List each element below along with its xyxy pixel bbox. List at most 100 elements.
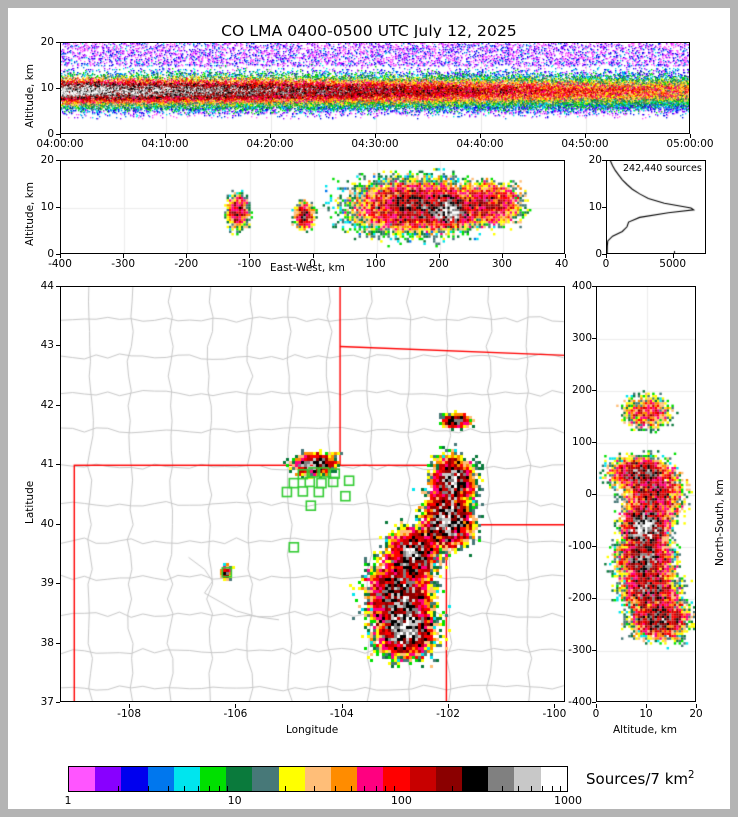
tick-mark — [592, 546, 596, 547]
tick-label: 40 — [40, 517, 54, 530]
tick-label: 300 — [491, 258, 512, 270]
tick-label: 0 — [309, 258, 316, 270]
colorbar-minor-tick — [542, 786, 544, 791]
colorbar-label-exponent: 2 — [688, 770, 695, 781]
tick-label: 20 — [689, 708, 703, 720]
colorbar-swatch — [357, 767, 384, 791]
tick-label: 04:40:00 — [456, 138, 504, 150]
north-south-axes — [596, 286, 696, 702]
tick-mark — [592, 494, 596, 495]
tick-label: 41 — [40, 458, 54, 471]
tick-label: 04:50:00 — [561, 138, 609, 150]
colorbar-swatch — [147, 767, 174, 791]
colorbar-tick-label: 1 — [64, 794, 72, 807]
tick-label: 0 — [585, 488, 592, 500]
tick-label: 200 — [428, 258, 449, 270]
tick-mark — [165, 134, 166, 138]
tick-mark — [186, 254, 188, 258]
tick-label: 0 — [592, 708, 600, 720]
colorbar-tick-label: 10 — [227, 794, 242, 807]
colorbar-swatch — [488, 767, 515, 791]
tick-mark — [596, 704, 597, 708]
tick-mark — [129, 704, 131, 708]
tick-mark — [249, 254, 251, 258]
colorbar-swatch — [278, 767, 305, 791]
tick-label: 5000 — [659, 258, 687, 270]
panel-east-west: Altitude, km East-West, km 0 10 20 -400 -30… — [8, 154, 575, 276]
tick-mark — [235, 704, 237, 708]
tick-label: 0 — [595, 248, 602, 260]
tick-mark — [56, 523, 60, 525]
time-height-axes — [60, 42, 690, 134]
colorbar-swatch — [462, 767, 489, 791]
panel-altitude-histogram: 242,440 sources 0 10 20 0 5000 — [568, 154, 730, 276]
tick-mark — [690, 134, 691, 138]
tick-mark — [270, 134, 271, 138]
tick-label: 39 — [40, 577, 54, 590]
tick-label: -106 — [223, 708, 248, 720]
colorbar-label: Sources/7 km2 — [586, 770, 694, 788]
tick-mark — [592, 338, 596, 339]
tick-label: -400 — [48, 258, 72, 270]
panel-map: Latitude Longitude 37 38 39 40 41 42 43 44 -108… — [8, 276, 578, 756]
panel-colorbar: 1 10 100 1000 Sources/7 km2 — [8, 758, 730, 809]
colorbar-swatch — [409, 767, 436, 791]
tick-mark — [56, 702, 60, 703]
tick-mark — [56, 134, 60, 135]
tick-mark — [606, 254, 607, 258]
tick-mark — [592, 598, 596, 599]
tick-mark — [602, 207, 606, 208]
tick-label: 38 — [40, 636, 54, 649]
colorbar-minor-tick — [501, 786, 503, 791]
panel-time-height: Altitude, km 0 10 20 04:00:00 04:10:00 04:20… — [8, 36, 730, 154]
colorbar-minor-tick — [314, 786, 316, 791]
colorbar[interactable] — [68, 766, 568, 792]
tick-label: 100 — [571, 436, 592, 448]
tick-label: 0 — [47, 248, 54, 260]
colorbar-minor-tick — [551, 786, 553, 791]
figure-canvas: CO LMA 0400-0500 UTC July 12, 2025 Altit… — [8, 8, 730, 809]
tick-mark — [56, 42, 60, 43]
east-west-xlabel: East-West, km — [270, 262, 345, 274]
colorbar-minor-tick — [197, 786, 199, 791]
tick-label: 04:00:00 — [36, 138, 84, 150]
colorbar-minor-tick — [375, 786, 377, 791]
colorbar-minor-tick — [480, 786, 482, 791]
colorbar-minor-tick — [227, 786, 229, 791]
tick-mark — [56, 160, 60, 161]
tick-mark — [60, 254, 61, 258]
colorbar-swatch — [69, 767, 96, 791]
tick-mark — [480, 134, 481, 138]
colorbar-tick-label: 1000 — [554, 794, 582, 807]
tick-mark — [501, 254, 503, 258]
tick-label: -300 — [111, 258, 136, 270]
colorbar-swatch — [95, 767, 122, 791]
colorbar-minor-tick — [517, 786, 519, 791]
tick-label: 0 — [47, 128, 54, 140]
figure-title: CO LMA 0400-0500 UTC July 12, 2025 — [221, 22, 517, 40]
colorbar-swatch — [252, 767, 279, 791]
tick-mark — [60, 134, 61, 138]
colorbar-minor-tick — [218, 786, 220, 791]
colorbar-minor-tick — [118, 786, 120, 791]
colorbar-minor-tick — [531, 786, 533, 791]
colorbar-minor-tick — [208, 786, 210, 791]
tick-label: -200 — [568, 592, 592, 604]
tick-mark — [123, 254, 125, 258]
tick-mark — [592, 650, 596, 651]
tick-label: -108 — [117, 708, 142, 720]
east-west-axes — [60, 160, 565, 254]
tick-mark — [565, 254, 566, 258]
tick-mark — [448, 704, 450, 708]
tick-label: 20 — [588, 154, 602, 166]
north-south-xlabel: Altitude, km — [613, 724, 678, 736]
tick-mark — [56, 404, 60, 406]
tick-label: 10 — [639, 708, 653, 720]
tick-mark — [375, 134, 376, 138]
colorbar-minor-tick — [147, 786, 149, 791]
colorbar-minor-tick — [351, 786, 353, 791]
colorbar-swatch — [540, 767, 567, 791]
altitude-histogram-plot — [607, 161, 705, 253]
tick-label: 04:30:00 — [351, 138, 399, 150]
tick-mark — [312, 254, 314, 258]
